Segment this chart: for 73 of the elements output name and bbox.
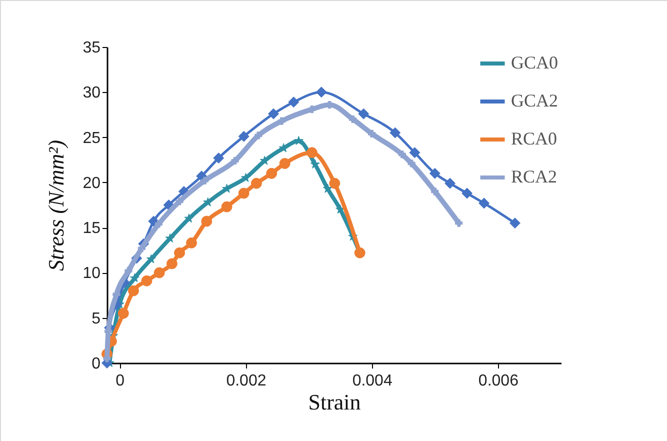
point bbox=[203, 197, 213, 206]
point bbox=[238, 130, 250, 142]
point bbox=[429, 168, 440, 179]
y-tick-label: 35 bbox=[82, 40, 101, 56]
point bbox=[213, 152, 224, 164]
y-tick-label: 0 bbox=[92, 356, 101, 372]
point bbox=[138, 244, 146, 252]
point bbox=[316, 86, 327, 98]
point bbox=[130, 273, 140, 282]
y-tick-label: 5 bbox=[92, 310, 101, 328]
point bbox=[128, 285, 139, 296]
x-tick-label: 0 bbox=[116, 372, 125, 390]
point bbox=[444, 178, 456, 189]
point bbox=[368, 130, 376, 138]
point bbox=[462, 188, 473, 199]
y-tick-label: 10 bbox=[82, 265, 101, 282]
y-tick-label: 30 bbox=[82, 84, 101, 102]
point bbox=[146, 254, 156, 264]
point bbox=[478, 198, 490, 209]
point bbox=[408, 160, 416, 168]
y-tick-label: 20 bbox=[82, 174, 101, 192]
point bbox=[154, 220, 162, 228]
point bbox=[124, 267, 132, 275]
point bbox=[266, 168, 278, 179]
point bbox=[154, 267, 165, 278]
point bbox=[308, 106, 316, 114]
point bbox=[238, 188, 250, 199]
point bbox=[431, 188, 439, 196]
point bbox=[310, 159, 320, 168]
point bbox=[268, 108, 279, 120]
point bbox=[176, 198, 184, 206]
point bbox=[184, 214, 194, 223]
y-tick-label: 25 bbox=[82, 130, 101, 147]
legend-label: GCA0 bbox=[511, 52, 558, 72]
x-tick-label: 0.004 bbox=[352, 372, 392, 390]
point bbox=[322, 184, 332, 193]
point bbox=[390, 127, 401, 138]
point bbox=[254, 132, 262, 140]
point bbox=[409, 147, 420, 158]
point bbox=[118, 308, 129, 319]
point bbox=[112, 290, 120, 298]
point bbox=[260, 156, 270, 165]
point bbox=[279, 158, 290, 169]
point bbox=[200, 176, 209, 184]
point bbox=[221, 201, 232, 212]
point bbox=[278, 117, 286, 125]
point bbox=[288, 96, 300, 108]
y-axis-title: Stress (N/mm²) bbox=[44, 140, 69, 272]
legend-label: RCA0 bbox=[511, 128, 558, 148]
point bbox=[240, 172, 250, 182]
point bbox=[141, 275, 152, 286]
point bbox=[294, 136, 304, 145]
point bbox=[174, 247, 186, 258]
point bbox=[509, 218, 520, 229]
point bbox=[329, 178, 340, 189]
x-axis-title: Strain bbox=[308, 390, 361, 414]
point bbox=[186, 237, 197, 248]
point bbox=[306, 147, 318, 158]
x-tick-label: 0.006 bbox=[478, 372, 519, 390]
point bbox=[201, 216, 212, 227]
x-tick-label: 0.002 bbox=[226, 372, 266, 390]
y-tick-label: 15 bbox=[82, 220, 101, 238]
point bbox=[165, 233, 175, 242]
point bbox=[250, 178, 262, 189]
legend-label: GCA2 bbox=[511, 90, 558, 110]
point bbox=[166, 258, 178, 270]
legend-label: RCA2 bbox=[511, 166, 558, 186]
point bbox=[358, 108, 370, 120]
point bbox=[455, 219, 463, 227]
point bbox=[349, 115, 357, 124]
point bbox=[231, 156, 239, 165]
point bbox=[398, 150, 406, 158]
point bbox=[278, 143, 288, 152]
